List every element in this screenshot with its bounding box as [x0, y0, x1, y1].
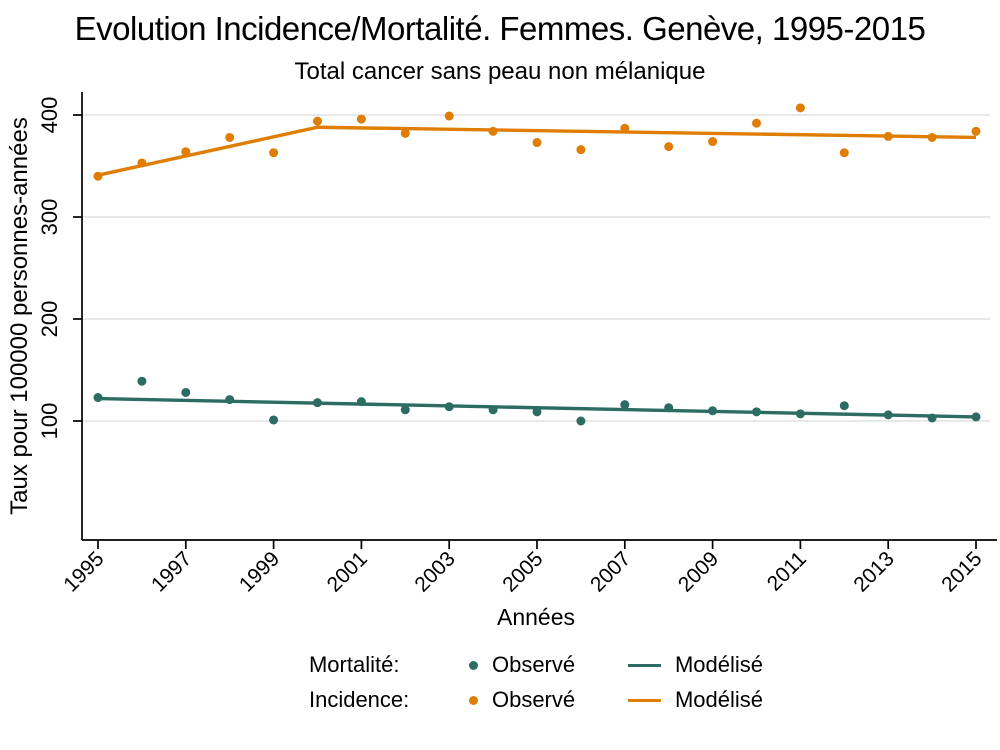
legend: Mortalité: Observé Modélisé Incidence: O…: [82, 652, 990, 713]
data-point: [313, 398, 322, 408]
mortality-modeled-line-icon: [627, 663, 661, 667]
x-tick-label: 2011: [763, 547, 811, 595]
data-point: [971, 412, 981, 422]
chart-subtitle: Total cancer sans peau non mélanique: [294, 58, 706, 85]
data-point: [620, 400, 630, 410]
data-point: [839, 401, 849, 411]
data-point: [839, 148, 849, 158]
x-tick-label: 1999: [235, 547, 284, 596]
data-point: [269, 415, 279, 425]
data-point: [356, 397, 366, 407]
x-tick-label: 1995: [59, 547, 108, 596]
legend-row-mortality: Mortalité: Observé Modélisé: [309, 652, 763, 678]
y-tick-label: 100: [37, 403, 62, 440]
data-point: [927, 413, 937, 423]
data-point: [927, 132, 937, 142]
data-point: [664, 403, 674, 413]
y-tick-label: 400: [37, 97, 62, 134]
data-point: [225, 395, 235, 405]
data-point: [93, 171, 103, 181]
incidence-observed-dot-icon: [468, 695, 478, 705]
chart-canvas: 100 200 300 400 1995 1997 1999 2001 2003 2005 2007…: [6, 92, 997, 597]
data-point: [708, 137, 718, 147]
y-axis-title: Taux pour 100000 personnes-années: [6, 117, 33, 515]
data-point: [400, 405, 410, 415]
data-point: [137, 376, 147, 386]
mortality-observed-dot-icon: [468, 660, 478, 670]
data-point: [356, 114, 366, 124]
gridlines: [83, 114, 990, 422]
x-tick-label: 2007: [586, 547, 635, 596]
data-point: [93, 393, 103, 403]
x-tick-label: 1997: [147, 547, 196, 596]
data-point: [444, 402, 454, 412]
data-point: [576, 416, 586, 426]
x-tick-label: 2015: [937, 547, 986, 596]
data-point: [883, 131, 893, 141]
data-point: [225, 132, 235, 142]
y-tick-label: 200: [37, 301, 62, 338]
data-point: [971, 126, 981, 136]
x-axis-ticks: 1995 1997 1999 2001 2003 2005 2007 2009 2011 2013…: [59, 540, 987, 597]
data-point: [313, 116, 322, 126]
legend-row-incidence: Incidence: Observé Modélisé: [309, 687, 763, 713]
data-point: [444, 111, 454, 121]
legend-modeled-label: Modélisé: [674, 652, 764, 677]
data-point: [795, 409, 805, 419]
data-point: [532, 138, 542, 148]
data-point: [883, 410, 893, 420]
data-point: [752, 118, 761, 128]
chart-title: Evolution Incidence/Mortalité. Femmes. G…: [74, 10, 926, 47]
data-point: [708, 406, 718, 416]
data-point: [488, 405, 498, 415]
data-point: [620, 123, 630, 133]
legend-group-label: Mortalité:: [308, 652, 400, 677]
data-point: [488, 126, 498, 136]
data-point: [269, 148, 279, 158]
data-point: [752, 407, 761, 417]
scatter-series: [93, 376, 981, 426]
legend-observed-label: Observé: [491, 687, 576, 712]
x-tick-label: 2001: [323, 547, 372, 596]
x-axis-title: Années: [496, 604, 575, 630]
legend-modeled-label: Modélisé: [674, 687, 764, 712]
scatter-series: [93, 103, 981, 181]
y-tick-label: 300: [37, 199, 62, 236]
data-point: [664, 142, 674, 152]
data-point: [576, 145, 586, 155]
model-line: [97, 125, 977, 177]
incidence-modeled-line-icon: [627, 698, 661, 702]
data-point: [181, 387, 191, 397]
y-axis-ticks: 100 200 300 400: [37, 97, 82, 440]
data-point: [181, 147, 191, 157]
data-point: [137, 158, 147, 168]
x-tick-label: 2003: [410, 547, 459, 596]
x-tick-label: 2005: [498, 547, 547, 596]
x-tick-label: 2013: [849, 547, 898, 596]
x-tick-label: 2009: [674, 547, 723, 596]
legend-observed-label: Observé: [491, 652, 576, 677]
data-point: [532, 407, 542, 417]
data-point: [400, 128, 410, 138]
data-point: [795, 103, 805, 113]
legend-group-label: Incidence:: [308, 687, 410, 712]
